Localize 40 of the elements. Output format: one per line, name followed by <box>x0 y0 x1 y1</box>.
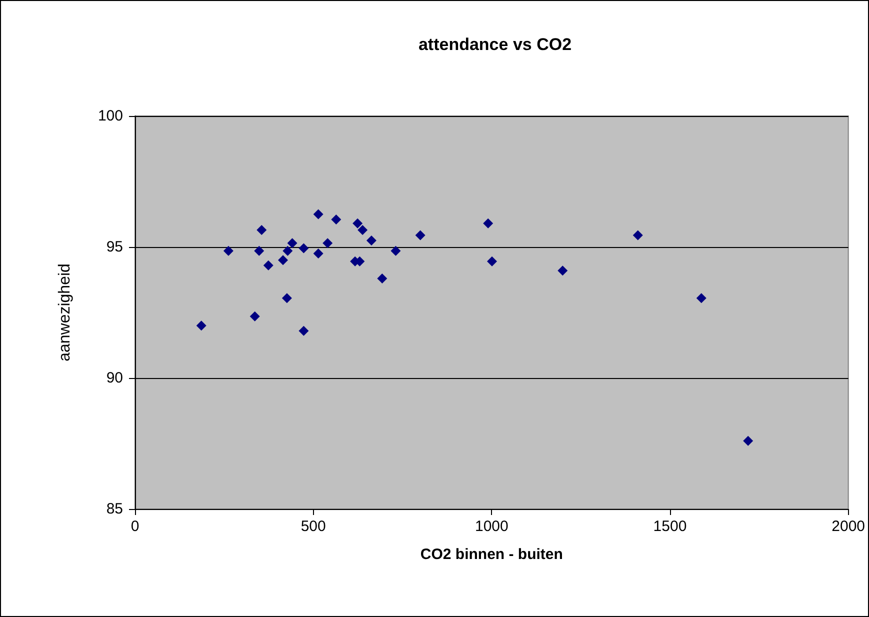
point <box>352 218 363 228</box>
point <box>483 218 494 228</box>
y-tick-label: 90 <box>106 370 123 386</box>
point <box>558 266 568 276</box>
point <box>415 230 426 240</box>
x-tick-label: 2000 <box>832 518 866 535</box>
point <box>282 246 293 256</box>
point <box>278 255 288 266</box>
x-tick-label: 1000 <box>474 518 508 535</box>
point <box>366 235 376 246</box>
point <box>313 209 324 220</box>
point <box>487 256 498 266</box>
point <box>282 293 292 304</box>
y-tick-label: 95 <box>106 238 123 256</box>
point <box>298 243 309 254</box>
point <box>696 293 706 304</box>
point <box>743 436 754 446</box>
point <box>632 230 643 240</box>
point <box>331 214 342 224</box>
point <box>256 224 267 235</box>
chart-title: attendance vs CO2 <box>418 35 572 54</box>
point <box>313 248 324 259</box>
point <box>263 260 274 270</box>
y-axis-title: aanwezigheid <box>56 264 74 362</box>
x-tick-label: 0 <box>130 518 140 535</box>
x-tick-label: 1500 <box>653 518 687 535</box>
point <box>298 326 309 336</box>
point <box>390 246 401 256</box>
y-tick-label: 85 <box>106 500 123 518</box>
point <box>254 246 264 256</box>
x-tick-label: 500 <box>300 518 326 535</box>
point <box>196 320 206 331</box>
y-tick-label: 100 <box>98 108 123 124</box>
point <box>250 311 260 322</box>
point <box>287 238 298 248</box>
point <box>322 238 333 248</box>
point <box>358 224 368 235</box>
point <box>223 246 234 256</box>
point <box>377 273 388 284</box>
x-axis-title: CO2 binnen - buiten <box>420 546 563 563</box>
